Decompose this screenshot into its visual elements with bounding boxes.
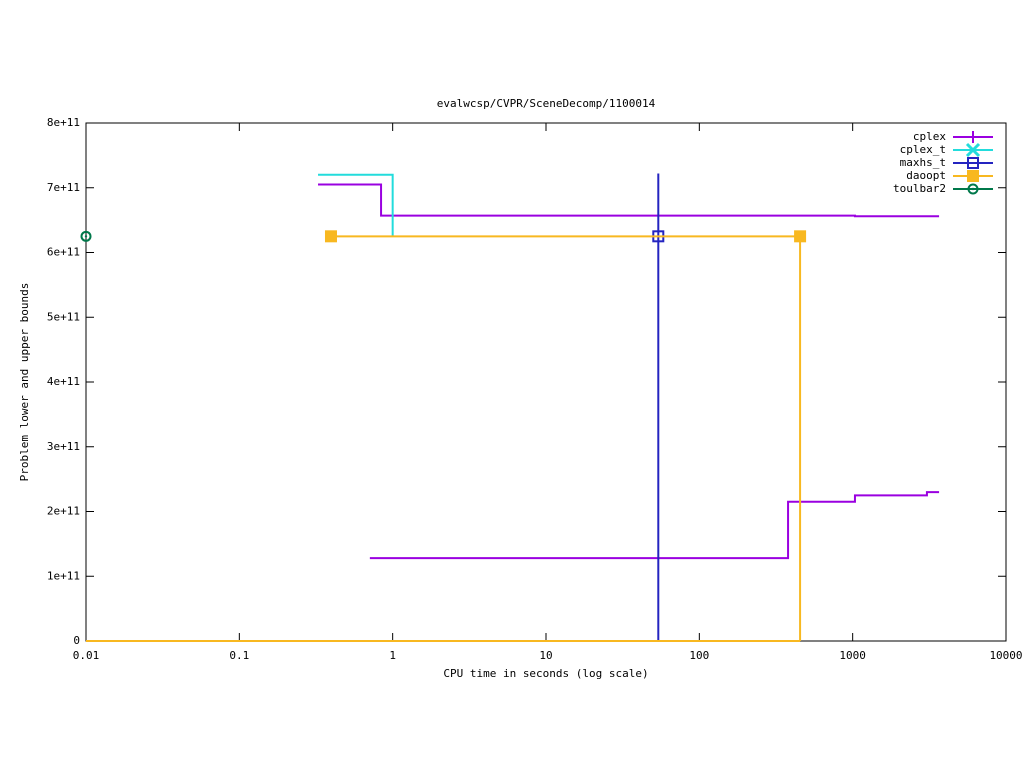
x-tick-label: 1000	[839, 649, 866, 662]
x-tick-label: 0.01	[73, 649, 100, 662]
y-tick-label: 4e+11	[47, 375, 80, 388]
y-tick-label: 0	[73, 634, 80, 647]
y-tick-label: 3e+11	[47, 440, 80, 453]
x-axis-label: CPU time in seconds (log scale)	[443, 667, 648, 680]
y-tick-label: 7e+11	[47, 181, 80, 194]
series-marker	[324, 230, 337, 243]
y-tick-label: 2e+11	[47, 505, 80, 518]
y-tick-label: 1e+11	[47, 569, 80, 582]
legend-marker	[967, 131, 979, 143]
series-marker-dot	[84, 235, 88, 238]
legend-marker	[967, 157, 979, 169]
series-marker	[794, 230, 807, 243]
legend-marker	[965, 142, 981, 158]
legend-marker	[967, 170, 979, 182]
y-tick-label: 5e+11	[47, 310, 80, 323]
legend-label: maxhs_t	[900, 156, 946, 169]
series-line	[318, 173, 394, 237]
legend-label: toulbar2	[893, 182, 946, 195]
legend-marker-dot	[971, 187, 975, 191]
x-tick-label: 100	[689, 649, 709, 662]
x-tick-label: 10000	[989, 649, 1022, 662]
x-tick-label: 1	[389, 649, 396, 662]
legend-label: cplex_t	[900, 143, 946, 156]
y-tick-label: 6e+11	[47, 246, 80, 259]
series-line	[318, 183, 940, 218]
y-tick-label: 8e+11	[47, 116, 80, 129]
y-axis-label: Problem lower and upper bounds	[18, 283, 31, 482]
legend-marker	[967, 183, 979, 195]
legend-label: daoopt	[906, 169, 946, 182]
x-tick-label: 0.1	[229, 649, 249, 662]
series-line	[369, 491, 940, 560]
series-marker	[80, 230, 92, 242]
x-tick-label: 10	[539, 649, 552, 662]
chart-title: evalwcsp/CVPR/SceneDecomp/1100014	[437, 97, 656, 110]
legend-label: cplex	[913, 130, 946, 143]
